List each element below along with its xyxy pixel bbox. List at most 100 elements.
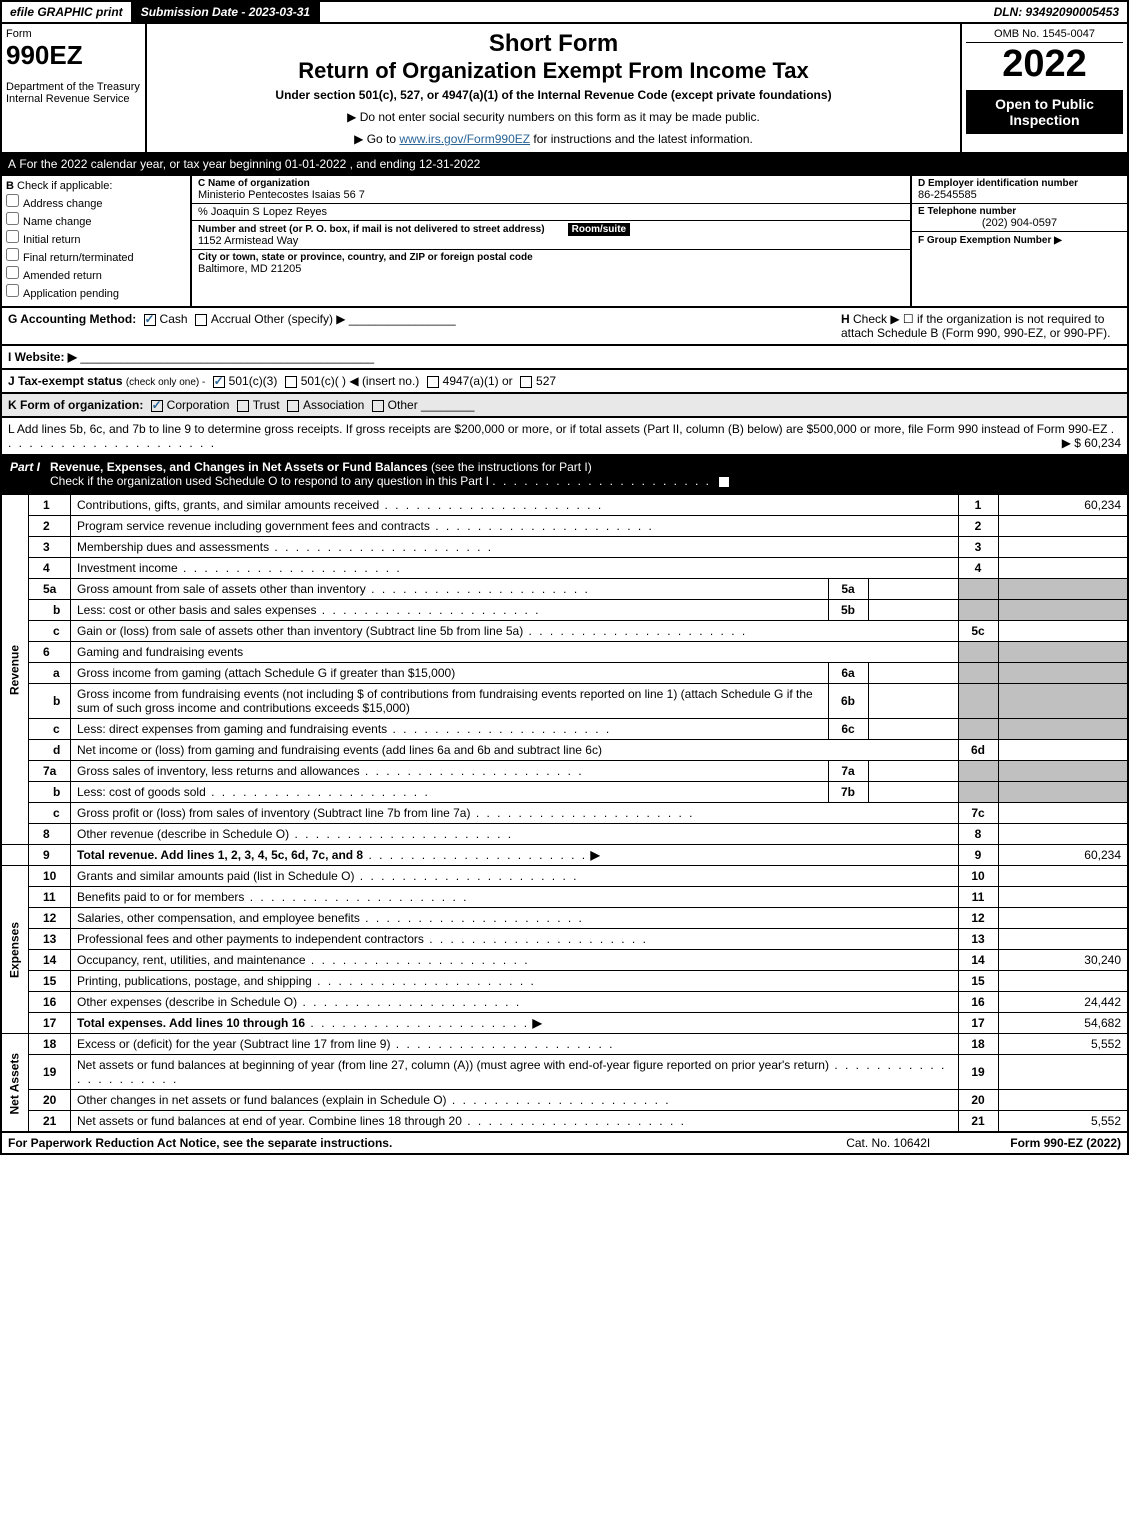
part1-table: Revenue 1 Contributions, gifts, grants, … [0,494,1129,1133]
part1-title: Revenue, Expenses, and Changes in Net As… [50,460,428,474]
cb-4947-icon [427,376,439,388]
cb-trust-icon [237,400,249,412]
header-center: Short Form Return of Organization Exempt… [147,24,962,152]
dept-label: Department of the Treasury [6,81,141,93]
line-15: 15Printing, publications, postage, and s… [1,971,1128,992]
g-accrual: Accrual [211,312,251,326]
footer-mid: Cat. No. 10642I [846,1136,930,1150]
irs-label: Internal Revenue Service [6,93,141,105]
c-label: C Name of organization [198,178,904,189]
cb-final-return[interactable]: Final return/terminated [6,248,186,264]
omb-number: OMB No. 1545-0047 [966,28,1123,43]
line-9: 9Total revenue. Add lines 1, 2, 3, 4, 5c… [1,845,1128,866]
line-10: Expenses 10Grants and similar amounts pa… [1,866,1128,887]
open-inspection: Open to Public Inspection [966,90,1123,134]
goto-note: ▶ Go to www.irs.gov/Form990EZ for instru… [153,132,954,146]
line-4: 4Investment income4 [1,558,1128,579]
g-label: G Accounting Method: [8,312,136,326]
phone-value: (202) 904-0597 [918,217,1121,229]
tax-year: 2022 [966,43,1123,86]
b-check-text: Check if applicable: [17,180,112,192]
line-5a: 5aGross amount from sale of assets other… [1,579,1128,600]
part1-checknote: Check if the organization used Schedule … [50,474,489,488]
f-label: F Group Exemption Number ▶ [918,235,1062,246]
revenue-vert-label: Revenue [1,495,29,845]
submission-date: Submission Date - 2023-03-31 [133,2,320,22]
line-6a: aGross income from gaming (attach Schedu… [1,663,1128,684]
section-j: J Tax-exempt status (check only one) - 5… [0,370,1129,394]
cb-scho-icon [718,476,730,488]
line-12: 12Salaries, other compensation, and empl… [1,908,1128,929]
line-8: 8Other revenue (describe in Schedule O)8 [1,824,1128,845]
section-i: I Website: ▶ ___________________________… [0,346,1129,370]
k-label: K Form of organization: [8,398,143,412]
line-14: 14Occupancy, rent, utilities, and mainte… [1,950,1128,971]
cb-501c-icon [285,376,297,388]
line-19: 19Net assets or fund balances at beginni… [1,1055,1128,1090]
line-18: Net Assets 18Excess or (deficit) for the… [1,1034,1128,1055]
section-g-h: G Accounting Method: Cash Accrual Other … [0,308,1129,346]
line-2: 2Program service revenue including gover… [1,516,1128,537]
line-20: 20Other changes in net assets or fund ba… [1,1090,1128,1111]
short-form-title: Short Form [153,30,954,58]
city-value: Baltimore, MD 21205 [198,263,904,275]
g-other: Other (specify) ▶ [254,312,345,326]
section-subtitle: Under section 501(c), 527, or 4947(a)(1)… [153,88,954,102]
care-of: % Joaquin S Lopez Reyes [192,204,910,221]
form-number: 990EZ [6,40,141,71]
section-l: L Add lines 5b, 6c, and 7b to line 9 to … [0,418,1129,456]
row-a: A For the 2022 calendar year, or tax yea… [0,154,1129,176]
form-word: Form [6,28,141,40]
expenses-vert-label: Expenses [1,866,29,1034]
b-label: B [6,180,14,192]
cb-application-pending[interactable]: Application pending [6,284,186,300]
line-16: 16Other expenses (describe in Schedule O… [1,992,1128,1013]
dln-label: DLN: 93492090005453 [986,2,1127,22]
line-7c: cGross profit or (loss) from sales of in… [1,803,1128,824]
section-b-checkboxes: B Check if applicable: Address change Na… [2,176,192,306]
section-b: B Check if applicable: Address change Na… [0,176,1129,308]
g-cash: Cash [160,312,188,326]
line-1: Revenue 1 Contributions, gifts, grants, … [1,495,1128,516]
efile-label: efile GRAPHIC print [2,2,133,22]
row-a-label: A [8,157,16,171]
line-6: 6Gaming and fundraising events [1,642,1128,663]
ein-value: 86-2545585 [918,189,1121,201]
header-right: OMB No. 1545-0047 2022 Open to Public In… [962,24,1127,152]
line-6b: bGross income from fundraising events (n… [1,684,1128,719]
irs-link[interactable]: www.irs.gov/Form990EZ [399,132,530,146]
cb-cash-icon [144,314,156,326]
street-label: Number and street (or P. O. box, if mail… [198,224,545,235]
line-13: 13Professional fees and other payments t… [1,929,1128,950]
form-header: Form 990EZ Department of the Treasury In… [0,24,1129,154]
line-17: 17Total expenses. Add lines 10 through 1… [1,1013,1128,1034]
section-d-e-f: D Employer identification number 86-2545… [912,176,1127,306]
cb-corp-icon [151,400,163,412]
top-bar: efile GRAPHIC print Submission Date - 20… [0,0,1129,24]
section-c: C Name of organization Ministerio Pentec… [192,176,912,306]
cb-address-change[interactable]: Address change [6,194,186,210]
row-a-text: For the 2022 calendar year, or tax year … [19,157,480,171]
line-5b: bLess: cost or other basis and sales exp… [1,600,1128,621]
l-text: L Add lines 5b, 6c, and 7b to line 9 to … [8,422,1107,436]
cb-amended-return[interactable]: Amended return [6,266,186,282]
cb-501c3-icon [213,376,225,388]
part1-tag: Part I [10,460,50,488]
cb-527-icon [520,376,532,388]
line-3: 3Membership dues and assessments3 [1,537,1128,558]
cb-initial-return[interactable]: Initial return [6,230,186,246]
city-label: City or town, state or province, country… [198,252,904,263]
netassets-vert-label: Net Assets [1,1034,29,1133]
cb-name-change[interactable]: Name change [6,212,186,228]
cb-assoc-icon [287,400,299,412]
cb-accrual-icon [195,314,207,326]
j-sub: (check only one) - [126,377,205,388]
footer: For Paperwork Reduction Act Notice, see … [0,1133,1129,1155]
footer-left: For Paperwork Reduction Act Notice, see … [8,1136,392,1150]
l-value: ▶ $ 60,234 [1062,436,1121,450]
footer-right: Form 990-EZ (2022) [1010,1136,1121,1150]
ssn-note: ▶ Do not enter social security numbers o… [153,110,954,124]
line-7b: bLess: cost of goods sold7b [1,782,1128,803]
line-11: 11Benefits paid to or for members11 [1,887,1128,908]
line-21: 21Net assets or fund balances at end of … [1,1111,1128,1133]
